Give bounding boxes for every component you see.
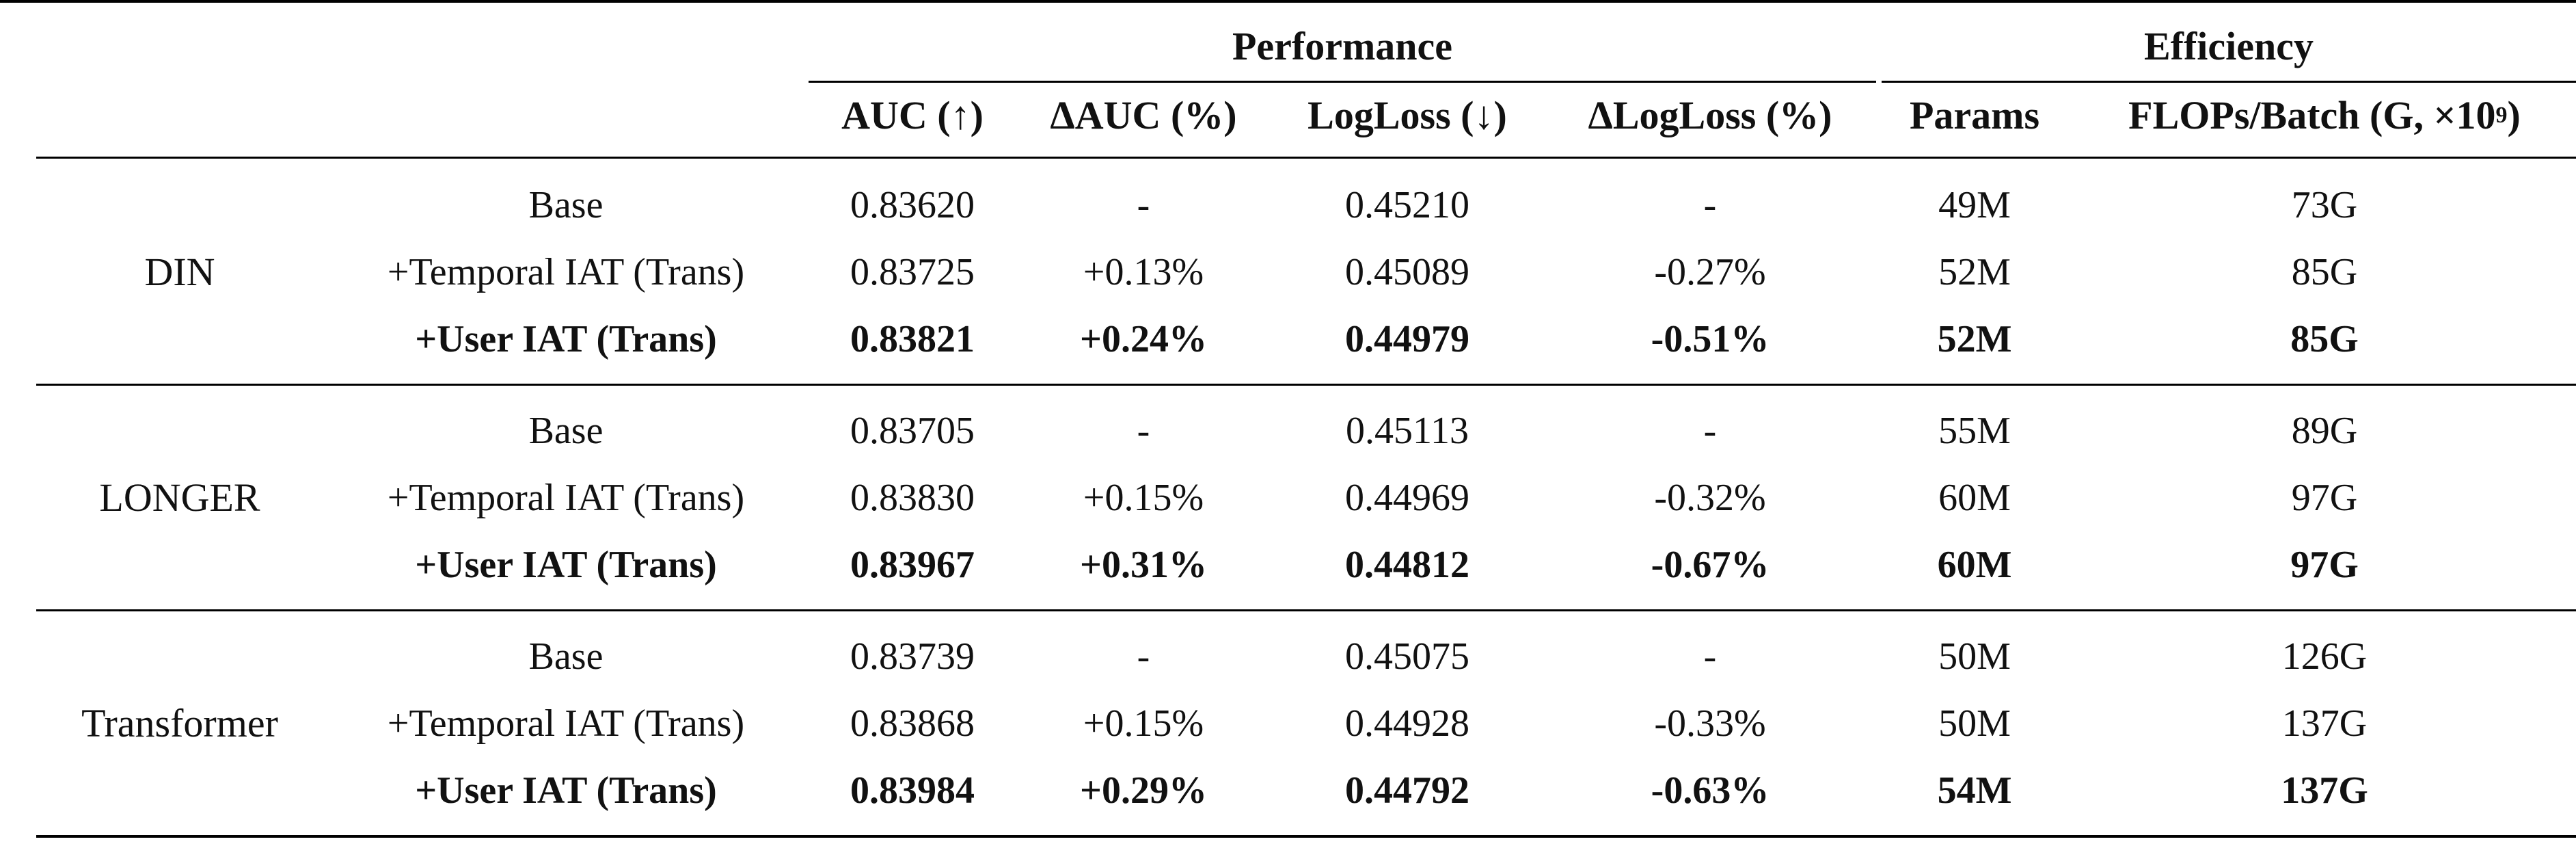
params-value: 50M [1938, 635, 2011, 678]
bottom-rule [36, 835, 2576, 838]
delta-logloss-value: -0.63% [1651, 769, 1770, 812]
params-value: 60M [1938, 477, 2011, 519]
params-value: 52M [1937, 318, 2012, 360]
flops-header-suffix: ) [2507, 93, 2521, 137]
logloss-value: 0.44969 [1345, 477, 1469, 519]
flops-value: 97G [2291, 477, 2358, 519]
group-separator-rule-1 [36, 384, 2576, 386]
delta-logloss-value: - [1703, 635, 1717, 678]
delta-logloss-value: -0.67% [1651, 544, 1770, 586]
delta-auc-value: - [1137, 635, 1150, 678]
group-header-performance: Performance [1232, 24, 1453, 68]
params-value: 55M [1938, 410, 2011, 452]
auc-value: 0.83725 [850, 251, 975, 293]
flops-value: 85G [2290, 318, 2359, 360]
auc-value: 0.83868 [850, 702, 975, 745]
group-header-efficiency: Efficiency [2143, 24, 2314, 68]
params-value: 52M [1938, 251, 2011, 293]
params-value: 49M [1938, 184, 2011, 226]
flops-value: 137G [2281, 769, 2368, 812]
flops-value: 137G [2281, 702, 2368, 745]
auc-value: 0.83821 [850, 318, 975, 360]
model-label-longer: LONGER [99, 475, 260, 520]
delta-logloss-value: -0.33% [1654, 702, 1766, 745]
efficiency-group-rule [1882, 81, 2576, 83]
delta-auc-value: - [1137, 184, 1150, 226]
delta-auc-value: +0.24% [1080, 318, 1207, 360]
delta-auc-value: +0.15% [1083, 477, 1204, 519]
performance-group-rule [809, 81, 1876, 83]
delta-auc-value: +0.31% [1080, 544, 1207, 586]
logloss-value: 0.44979 [1345, 318, 1469, 360]
top-rule [0, 0, 2576, 3]
logloss-value: 0.44812 [1345, 544, 1469, 586]
column-header-flops: FLOPs/Batch (G, ×10 9) [2128, 93, 2521, 137]
params-value: 60M [1937, 544, 2012, 586]
column-header-auc: AUC (↑) [841, 93, 984, 137]
column-header-logloss: LogLoss (↓) [1307, 93, 1507, 137]
variant-label: Base [528, 184, 604, 226]
variant-label: +Temporal IAT (Trans) [387, 251, 745, 293]
delta-logloss-value: - [1703, 184, 1717, 226]
variant-label: Base [528, 410, 604, 452]
delta-logloss-value: -0.51% [1651, 318, 1770, 360]
variant-label: Base [528, 635, 604, 678]
logloss-value: 0.44928 [1345, 702, 1469, 745]
delta-auc-value: +0.15% [1083, 702, 1204, 745]
logloss-value: 0.45075 [1345, 635, 1469, 678]
delta-logloss-value: - [1703, 410, 1717, 452]
delta-auc-value: +0.13% [1083, 251, 1204, 293]
delta-auc-value: - [1137, 410, 1150, 452]
logloss-value: 0.44792 [1345, 769, 1469, 812]
variant-label: +User IAT (Trans) [415, 544, 717, 586]
flops-value: 73G [2291, 184, 2358, 226]
auc-value: 0.83984 [850, 769, 975, 812]
delta-logloss-value: -0.32% [1654, 477, 1766, 519]
auc-value: 0.83830 [850, 477, 975, 519]
params-value: 54M [1937, 769, 2012, 812]
variant-label: +Temporal IAT (Trans) [387, 702, 745, 745]
flops-value: 85G [2291, 251, 2358, 293]
delta-logloss-value: -0.27% [1654, 251, 1766, 293]
model-label-din: DIN [144, 250, 215, 294]
column-header-delta-logloss: ΔLogLoss (%) [1588, 93, 1832, 137]
flops-value: 126G [2281, 635, 2368, 678]
variant-label: +User IAT (Trans) [415, 769, 717, 812]
auc-value: 0.83967 [850, 544, 975, 586]
logloss-value: 0.45089 [1345, 251, 1469, 293]
variant-label: +User IAT (Trans) [415, 318, 717, 360]
flops-value: 89G [2291, 410, 2358, 452]
flops-value: 97G [2290, 544, 2359, 586]
column-header-delta-auc: ΔAUC (%) [1050, 93, 1237, 137]
group-separator-rule-2 [36, 609, 2576, 611]
logloss-value: 0.45210 [1345, 184, 1469, 226]
flops-header-text: FLOPs/Batch (G, ×10 [2128, 93, 2496, 137]
auc-value: 0.83620 [850, 184, 975, 226]
header-bottom-rule [36, 157, 2576, 159]
params-value: 50M [1938, 702, 2011, 745]
variant-label: +Temporal IAT (Trans) [387, 477, 745, 519]
auc-value: 0.83739 [850, 635, 975, 678]
auc-value: 0.83705 [850, 410, 975, 452]
model-label-transformer: Transformer [81, 701, 278, 745]
logloss-value: 0.45113 [1346, 410, 1469, 452]
column-header-params: Params [1909, 93, 2040, 137]
delta-auc-value: +0.29% [1080, 769, 1207, 812]
